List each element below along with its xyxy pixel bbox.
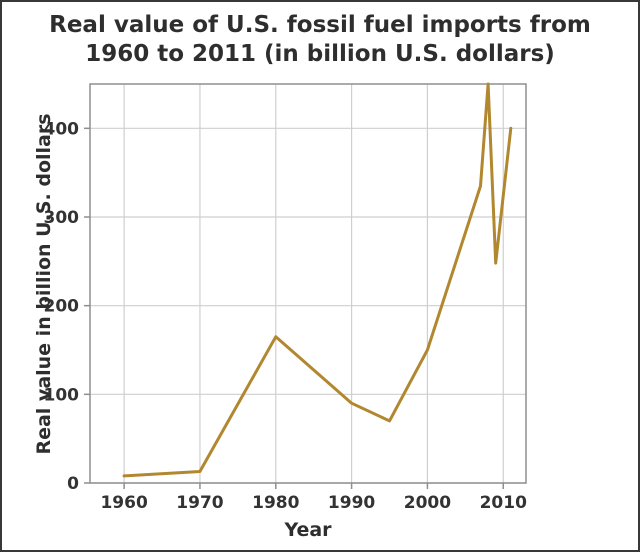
y-tick-labels: 0 100 200 300 400	[44, 119, 80, 494]
chart-title-line-2: 1960 to 2011 (in billion U.S. dollars)	[85, 41, 555, 68]
y-axis-label: Real value in billion U.S. dollars	[33, 113, 55, 454]
x-tick-labels: 1960 1970 1980 1990 2000 2010	[100, 493, 527, 513]
chart-title-line-1: Real value of U.S. fossil fuel imports f…	[49, 12, 591, 38]
data-line	[122, 82, 513, 478]
line-chart: 1960 1970 1980 1990 2000 2010 0 100 200 300 400 Y…	[33, 82, 527, 541]
x-tick-label: 1970	[176, 493, 223, 513]
x-tick-label: 1990	[328, 493, 375, 513]
gridlines	[90, 83, 526, 484]
y-tick-label: 200	[44, 297, 80, 317]
x-axis-label: Year	[283, 519, 332, 541]
y-tick-label: 100	[44, 385, 80, 405]
y-tick-label: 400	[44, 119, 80, 139]
chart-title: Real value of U.S. fossil fuel imports f…	[2, 2, 638, 70]
y-tick-label: 300	[44, 208, 80, 228]
y-tick-label: 0	[67, 474, 79, 494]
x-tick-label: 2000	[404, 493, 451, 513]
tick-marks	[84, 127, 505, 489]
plot-border	[89, 83, 527, 484]
x-tick-label: 2010	[480, 493, 527, 513]
x-tick-label: 1960	[100, 493, 147, 513]
x-tick-label: 1980	[252, 493, 299, 513]
